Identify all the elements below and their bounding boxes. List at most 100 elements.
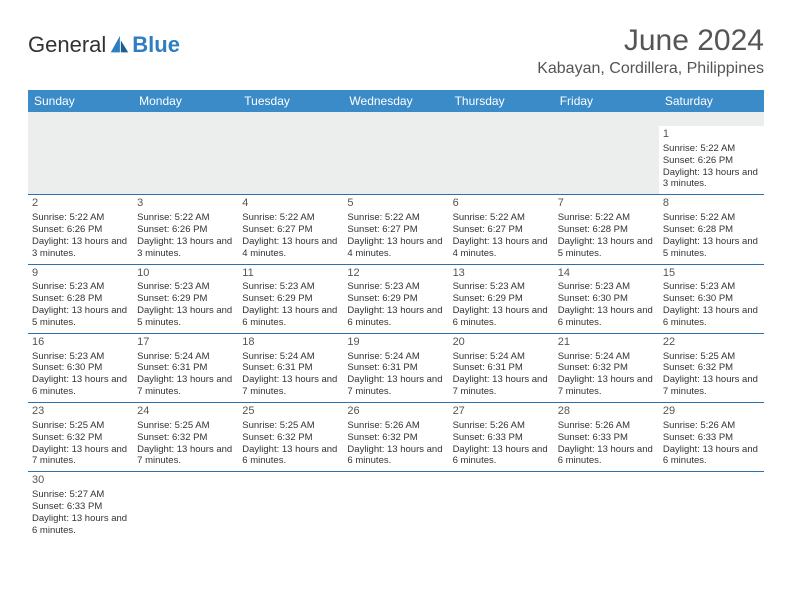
sunrise-text: Sunrise: 5:26 AM	[663, 420, 760, 432]
sunrise-text: Sunrise: 5:26 AM	[347, 420, 444, 432]
day-header: Monday	[133, 90, 238, 112]
daylight-text: Daylight: 13 hours and 7 minutes.	[453, 374, 550, 398]
day-header: Saturday	[659, 90, 764, 112]
daylight-text: Daylight: 13 hours and 6 minutes.	[347, 444, 444, 468]
calendar-cell: 9Sunrise: 5:23 AMSunset: 6:28 PMDaylight…	[28, 264, 133, 333]
calendar-cell: 4Sunrise: 5:22 AMSunset: 6:27 PMDaylight…	[238, 195, 343, 264]
day-number: 28	[558, 405, 655, 419]
sunrise-text: Sunrise: 5:24 AM	[453, 351, 550, 363]
sunset-text: Sunset: 6:30 PM	[32, 362, 129, 374]
daylight-text: Daylight: 13 hours and 7 minutes.	[242, 374, 339, 398]
calendar-cell: 5Sunrise: 5:22 AMSunset: 6:27 PMDaylight…	[343, 195, 448, 264]
day-number: 19	[347, 336, 444, 350]
sunrise-text: Sunrise: 5:25 AM	[663, 351, 760, 363]
day-number: 26	[347, 405, 444, 419]
daylight-text: Daylight: 13 hours and 7 minutes.	[137, 444, 234, 468]
daylight-text: Daylight: 13 hours and 6 minutes.	[453, 305, 550, 329]
day-number: 20	[453, 336, 550, 350]
sunset-text: Sunset: 6:27 PM	[453, 224, 550, 236]
sunrise-text: Sunrise: 5:25 AM	[242, 420, 339, 432]
calendar-cell: 11Sunrise: 5:23 AMSunset: 6:29 PMDayligh…	[238, 264, 343, 333]
calendar-cell: 21Sunrise: 5:24 AMSunset: 6:32 PMDayligh…	[554, 333, 659, 402]
calendar-cell: 17Sunrise: 5:24 AMSunset: 6:31 PMDayligh…	[133, 333, 238, 402]
sunset-text: Sunset: 6:32 PM	[558, 362, 655, 374]
calendar-cell	[343, 126, 448, 195]
sunrise-text: Sunrise: 5:22 AM	[242, 212, 339, 224]
calendar-cell	[133, 472, 238, 541]
calendar-cell: 23Sunrise: 5:25 AMSunset: 6:32 PMDayligh…	[28, 403, 133, 472]
daylight-text: Daylight: 13 hours and 7 minutes.	[558, 374, 655, 398]
daylight-text: Daylight: 13 hours and 7 minutes.	[137, 374, 234, 398]
title-block: June 2024 Kabayan, Cordillera, Philippin…	[537, 24, 764, 78]
sunrise-text: Sunrise: 5:22 AM	[347, 212, 444, 224]
calendar-cell: 16Sunrise: 5:23 AMSunset: 6:30 PMDayligh…	[28, 333, 133, 402]
daylight-text: Daylight: 13 hours and 5 minutes.	[558, 236, 655, 260]
day-header: Wednesday	[343, 90, 448, 112]
calendar-cell: 2Sunrise: 5:22 AMSunset: 6:26 PMDaylight…	[28, 195, 133, 264]
day-header-row: Sunday Monday Tuesday Wednesday Thursday…	[28, 90, 764, 112]
sunrise-text: Sunrise: 5:22 AM	[558, 212, 655, 224]
calendar-cell	[554, 126, 659, 195]
calendar-cell: 20Sunrise: 5:24 AMSunset: 6:31 PMDayligh…	[449, 333, 554, 402]
day-number: 23	[32, 405, 129, 419]
day-number: 30	[32, 474, 129, 488]
day-number: 13	[453, 267, 550, 281]
calendar-row: 2Sunrise: 5:22 AMSunset: 6:26 PMDaylight…	[28, 195, 764, 264]
calendar-row: 23Sunrise: 5:25 AMSunset: 6:32 PMDayligh…	[28, 403, 764, 472]
sunset-text: Sunset: 6:32 PM	[32, 432, 129, 444]
sunset-text: Sunset: 6:31 PM	[242, 362, 339, 374]
sunrise-text: Sunrise: 5:23 AM	[347, 281, 444, 293]
sunrise-text: Sunrise: 5:23 AM	[242, 281, 339, 293]
daylight-text: Daylight: 13 hours and 4 minutes.	[242, 236, 339, 260]
sunrise-text: Sunrise: 5:24 AM	[137, 351, 234, 363]
calendar-cell: 8Sunrise: 5:22 AMSunset: 6:28 PMDaylight…	[659, 195, 764, 264]
day-number: 8	[663, 197, 760, 211]
sunset-text: Sunset: 6:33 PM	[453, 432, 550, 444]
daylight-text: Daylight: 13 hours and 6 minutes.	[347, 305, 444, 329]
calendar-cell: 10Sunrise: 5:23 AMSunset: 6:29 PMDayligh…	[133, 264, 238, 333]
sunrise-text: Sunrise: 5:23 AM	[663, 281, 760, 293]
calendar-cell	[659, 472, 764, 541]
day-header: Sunday	[28, 90, 133, 112]
location: Kabayan, Cordillera, Philippines	[537, 60, 764, 78]
calendar-cell: 22Sunrise: 5:25 AMSunset: 6:32 PMDayligh…	[659, 333, 764, 402]
calendar-cell: 27Sunrise: 5:26 AMSunset: 6:33 PMDayligh…	[449, 403, 554, 472]
sunset-text: Sunset: 6:29 PM	[137, 293, 234, 305]
calendar-cell	[343, 472, 448, 541]
daylight-text: Daylight: 13 hours and 4 minutes.	[347, 236, 444, 260]
daylight-text: Daylight: 13 hours and 4 minutes.	[453, 236, 550, 260]
blank-row	[28, 112, 764, 126]
day-header: Thursday	[449, 90, 554, 112]
sunrise-text: Sunrise: 5:24 AM	[558, 351, 655, 363]
calendar-cell: 3Sunrise: 5:22 AMSunset: 6:26 PMDaylight…	[133, 195, 238, 264]
calendar-cell	[449, 472, 554, 541]
calendar-cell: 30Sunrise: 5:27 AMSunset: 6:33 PMDayligh…	[28, 472, 133, 541]
sunset-text: Sunset: 6:33 PM	[663, 432, 760, 444]
sunset-text: Sunset: 6:33 PM	[32, 501, 129, 513]
day-number: 3	[137, 197, 234, 211]
sunrise-text: Sunrise: 5:22 AM	[137, 212, 234, 224]
daylight-text: Daylight: 13 hours and 6 minutes.	[663, 444, 760, 468]
sunrise-text: Sunrise: 5:23 AM	[137, 281, 234, 293]
sunset-text: Sunset: 6:26 PM	[663, 155, 760, 167]
month-title: June 2024	[537, 24, 764, 58]
day-number: 1	[663, 128, 760, 142]
day-number: 11	[242, 267, 339, 281]
day-number: 10	[137, 267, 234, 281]
sunrise-text: Sunrise: 5:22 AM	[663, 212, 760, 224]
daylight-text: Daylight: 13 hours and 3 minutes.	[137, 236, 234, 260]
sunrise-text: Sunrise: 5:25 AM	[32, 420, 129, 432]
sunrise-text: Sunrise: 5:22 AM	[32, 212, 129, 224]
calendar-cell	[133, 126, 238, 195]
sunrise-text: Sunrise: 5:23 AM	[558, 281, 655, 293]
sunrise-text: Sunrise: 5:23 AM	[32, 281, 129, 293]
calendar-cell: 28Sunrise: 5:26 AMSunset: 6:33 PMDayligh…	[554, 403, 659, 472]
sunset-text: Sunset: 6:29 PM	[242, 293, 339, 305]
daylight-text: Daylight: 13 hours and 6 minutes.	[32, 374, 129, 398]
day-header: Friday	[554, 90, 659, 112]
day-number: 16	[32, 336, 129, 350]
day-number: 24	[137, 405, 234, 419]
calendar-cell: 7Sunrise: 5:22 AMSunset: 6:28 PMDaylight…	[554, 195, 659, 264]
calendar-cell: 14Sunrise: 5:23 AMSunset: 6:30 PMDayligh…	[554, 264, 659, 333]
sunset-text: Sunset: 6:29 PM	[453, 293, 550, 305]
